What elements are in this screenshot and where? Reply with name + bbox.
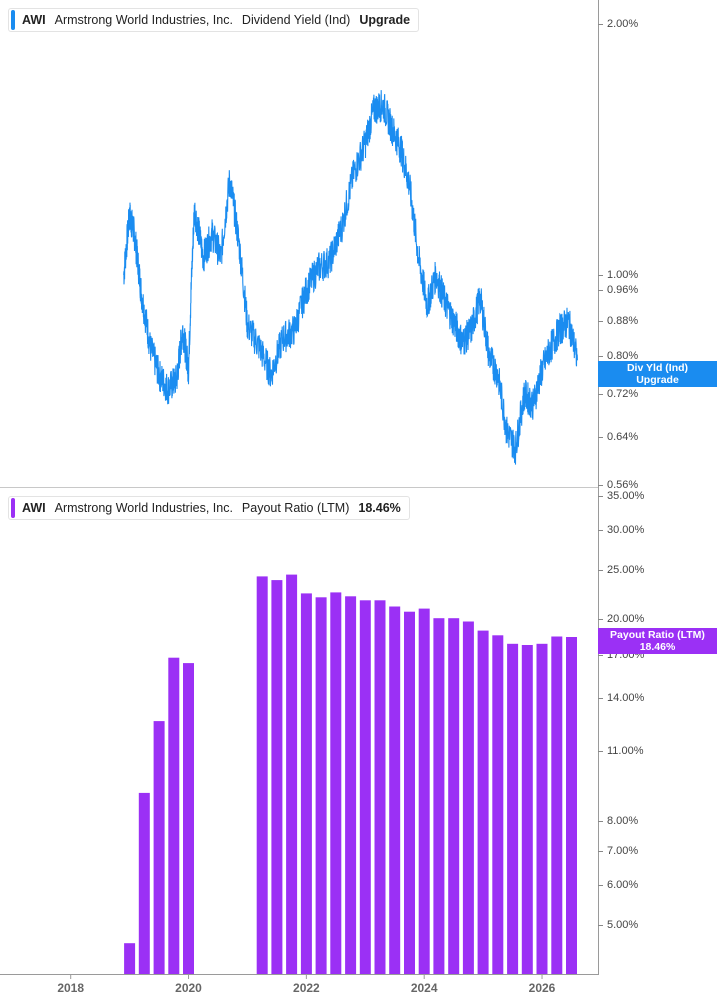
y-tick-mark: [598, 24, 603, 25]
x-tick-label: 2022: [293, 981, 320, 995]
y-tick-label: 35.00%: [607, 490, 645, 502]
x-axis-ticks: [70, 975, 543, 979]
y-tick-label: 5.00%: [607, 919, 639, 931]
y-tick-mark: [598, 356, 603, 357]
y-tick-label: 0.80%: [607, 350, 639, 362]
y-tick-mark: [598, 821, 603, 822]
flag-label: Payout Ratio (LTM): [610, 629, 705, 641]
y-tick-mark: [598, 885, 603, 886]
y-tick-mark: [598, 851, 603, 852]
y-tick-mark: [598, 485, 603, 486]
y-tick-mark: [598, 394, 603, 395]
payout-ratio-bar: [138, 792, 150, 974]
payout-ratio-bar: [536, 643, 548, 974]
legend-value[interactable]: Upgrade: [359, 13, 411, 27]
y-tick-mark: [598, 698, 603, 699]
payout-ratio-bar: [433, 618, 445, 974]
payout-ratio-bar: [168, 657, 180, 974]
x-tick-label: 2018: [57, 981, 85, 995]
y-tick-mark: [598, 437, 603, 438]
y-tick-label: 2.00%: [607, 18, 639, 30]
dividend-yield-line: [123, 90, 578, 465]
x-tick-label: 2024: [410, 981, 438, 995]
flag-value: Upgrade: [636, 374, 679, 386]
legend-payout-ratio[interactable]: AWI Armstrong World Industries, Inc. Pay…: [8, 496, 410, 520]
y-tick-label: 7.00%: [607, 845, 639, 857]
y-tick-label: 1.00%: [607, 269, 639, 281]
payout-ratio-bar: [153, 721, 165, 974]
y-tick-label: 14.00%: [607, 692, 645, 704]
payout-ratio-bar: [418, 608, 430, 974]
payout-ratio-bar: [462, 621, 474, 974]
payout-ratio-bar: [359, 600, 371, 974]
payout-ratio-bar: [124, 943, 136, 974]
y-tick-label: 8.00%: [607, 815, 639, 827]
payout-ratio-series: [124, 574, 577, 974]
y-tick-label: 0.88%: [607, 315, 639, 327]
payout-ratio-bar: [404, 611, 415, 974]
y-tick-label: 30.00%: [607, 524, 645, 536]
y-tick-mark: [598, 275, 603, 276]
flag-label: Div Yld (Ind): [626, 362, 689, 374]
payout-ratio-bar: [492, 635, 504, 974]
payout-ratio-bar: [389, 606, 401, 974]
payout-ratio-bar: [448, 618, 460, 974]
payout-ratio-bar: [374, 600, 386, 974]
current-value-flag-dividend-yield: Div Yld (Ind) Upgrade: [598, 361, 717, 387]
payout-ratio-bar: [300, 593, 312, 974]
payout-ratio-bar: [315, 597, 327, 974]
y-tick-label: 25.00%: [607, 564, 645, 576]
y-tick-mark: [598, 530, 603, 531]
y-tick-label: 0.64%: [607, 431, 639, 443]
legend-dividend-yield[interactable]: AWI Armstrong World Industries, Inc. Div…: [8, 8, 420, 32]
legend-value: 18.46%: [358, 501, 401, 515]
payout-ratio-bar: [345, 596, 357, 974]
y-tick-mark: [598, 751, 603, 752]
y-tick-mark: [598, 925, 603, 926]
y-tick-mark: [598, 619, 603, 620]
y-tick-mark: [598, 655, 603, 656]
payout-ratio-bar: [551, 636, 563, 974]
legend-metric: Dividend Yield (Ind): [241, 13, 351, 27]
payout-ratio-bar: [286, 574, 298, 974]
y-tick-mark: [598, 570, 603, 571]
y-tick-label: 20.00%: [607, 613, 645, 625]
dividend-yield-series: [123, 90, 578, 465]
y-tick-label: 0.72%: [607, 388, 639, 400]
current-value-flag-payout-ratio: Payout Ratio (LTM) 18.46%: [598, 628, 717, 654]
y-tick-label: 0.56%: [607, 479, 639, 491]
series-color-swatch: [11, 498, 15, 518]
payout-ratio-bar: [521, 645, 533, 974]
y-tick-label: 6.00%: [607, 879, 639, 891]
y-tick-label: 11.00%: [607, 745, 644, 757]
y-tick-mark: [598, 496, 603, 497]
payout-ratio-bar: [566, 637, 577, 974]
legend-company: Armstrong World Industries, Inc.: [54, 13, 233, 27]
payout-ratio-bar: [330, 592, 342, 974]
series-color-swatch: [11, 10, 15, 30]
y-tick-mark: [598, 321, 603, 322]
y-tick-label: 0.96%: [607, 284, 639, 296]
y-tick-mark: [598, 290, 603, 291]
payout-ratio-bar: [507, 643, 519, 974]
x-tick-label: 2020: [175, 981, 202, 995]
payout-ratio-bar: [256, 576, 268, 974]
legend-ticker: AWI: [22, 13, 46, 27]
payout-ratio-bar: [477, 630, 489, 974]
flag-value: 18.46%: [639, 641, 676, 653]
payout-ratio-bar: [183, 663, 194, 974]
legend-company: Armstrong World Industries, Inc.: [54, 501, 233, 515]
legend-ticker: AWI: [22, 501, 46, 515]
x-tick-label: 2026: [528, 981, 556, 995]
payout-ratio-bar: [271, 580, 283, 974]
legend-metric: Payout Ratio (LTM): [241, 501, 350, 515]
